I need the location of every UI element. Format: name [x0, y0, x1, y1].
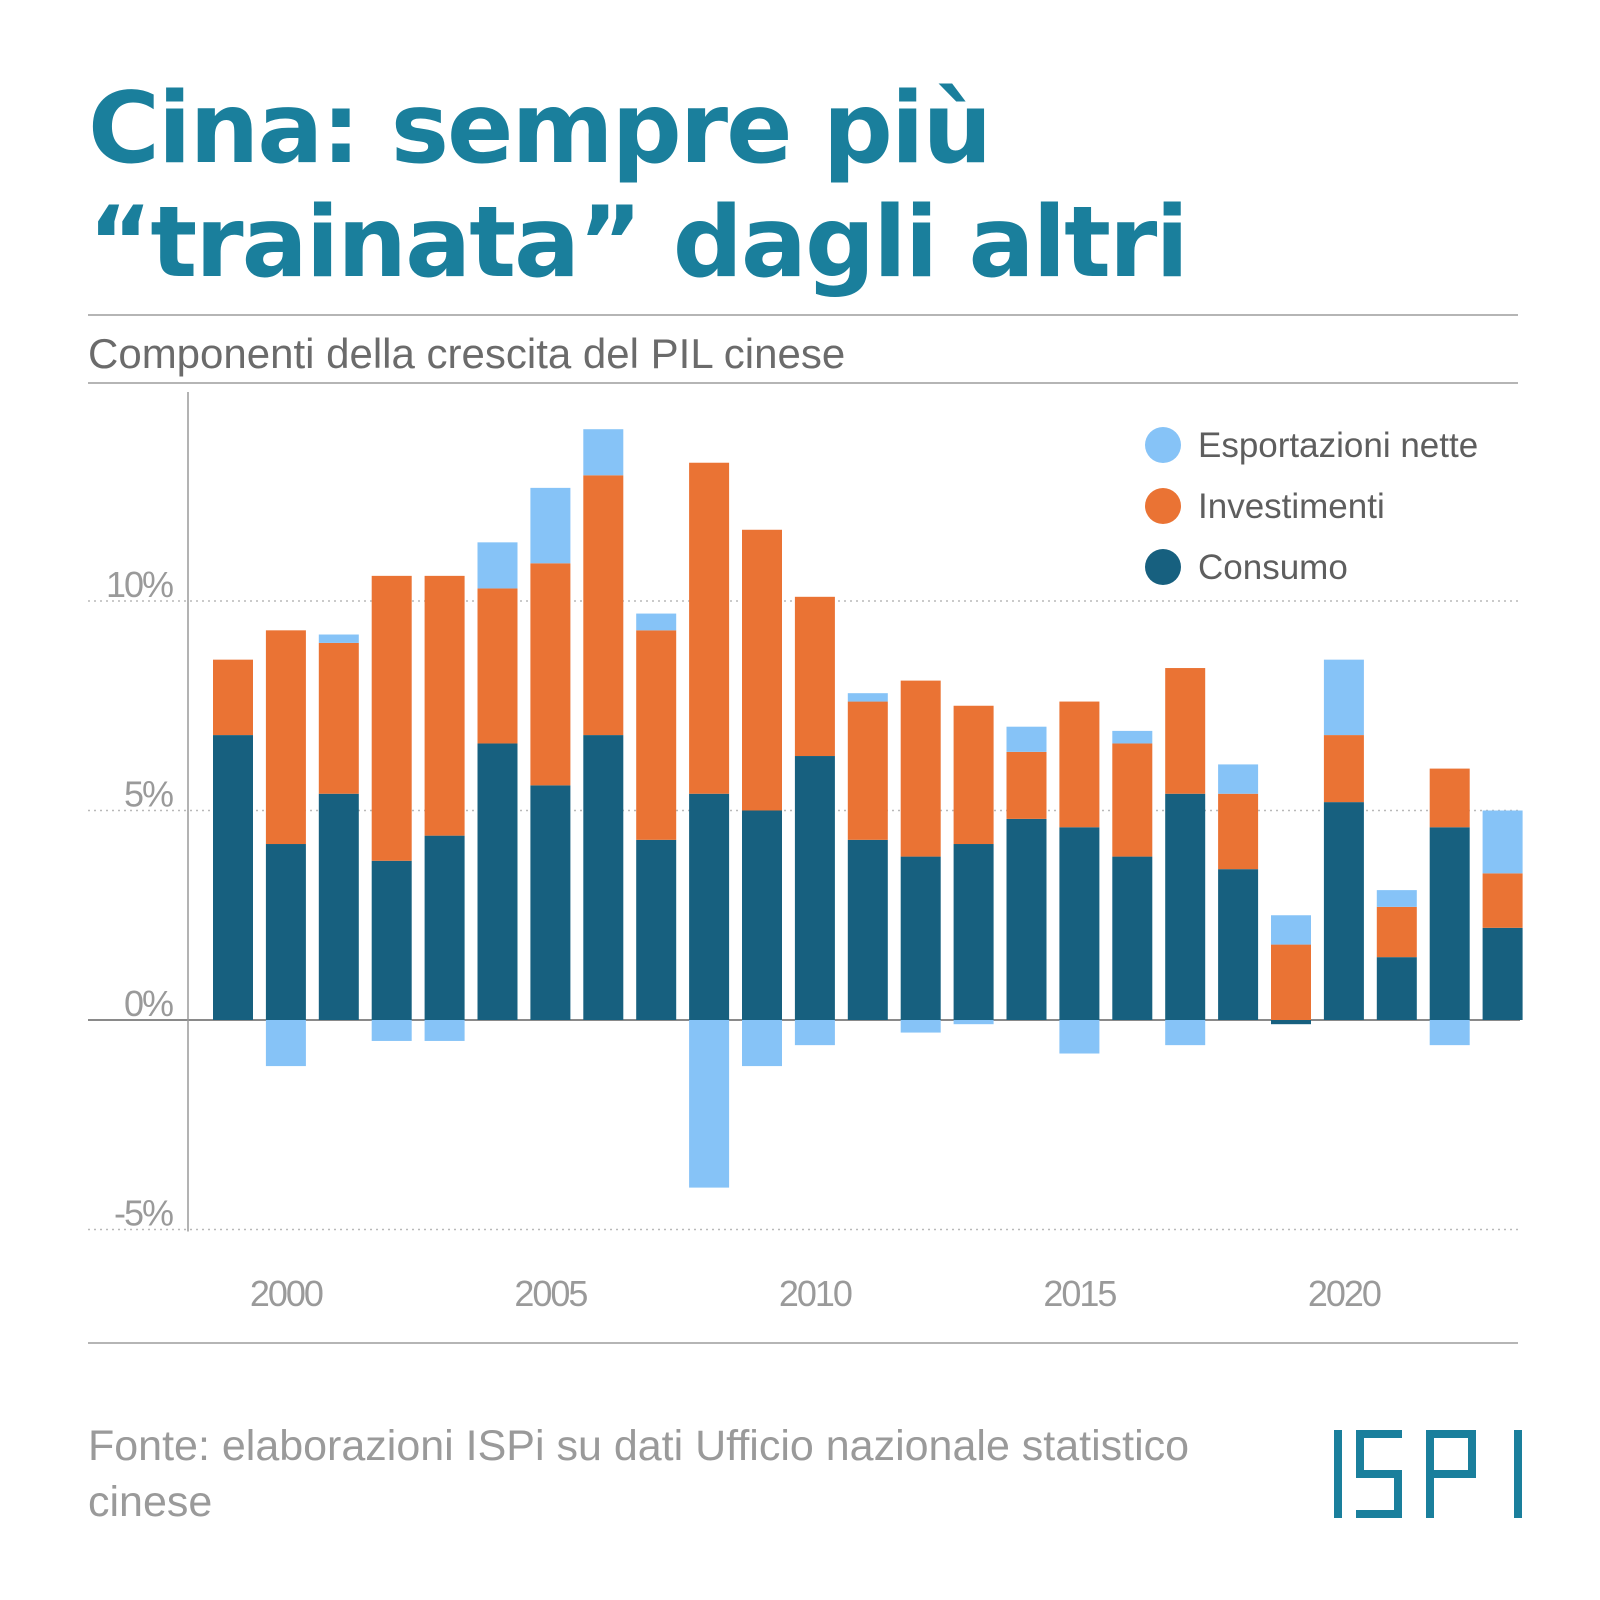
bar-esportazioni-nette: [689, 1020, 730, 1188]
bar-investimenti: [1482, 873, 1523, 928]
bar-consumo: [477, 743, 518, 1020]
stacked-bar-chart: 10% 5% 0% -5% 2000 2005 2010 2015 2020 Esportazio…: [88, 392, 1523, 1314]
bar-consumo: [847, 839, 888, 1020]
bar-investimenti: [265, 630, 306, 845]
bar-investimenti: [1376, 906, 1417, 958]
bar-esportazioni-nette: [900, 1020, 941, 1033]
bar-investimenti: [424, 575, 465, 836]
bar-investimenti: [530, 563, 571, 786]
legend-swatch: [1145, 488, 1181, 524]
bar-esportazioni-nette: [636, 613, 677, 631]
subtitle-divider: [88, 382, 1518, 384]
x-tick-label: 2005: [514, 1273, 587, 1314]
bar-investimenti: [1059, 701, 1100, 828]
chart-title: Cina: sempre più “trainata” dagli altri: [88, 72, 1189, 300]
bar-consumo: [213, 735, 253, 1020]
x-tick-label: 2010: [779, 1273, 852, 1314]
bar-investimenti: [583, 475, 624, 736]
bar-investimenti: [742, 529, 782, 811]
bar-investimenti: [477, 588, 518, 744]
bar-investimenti: [1218, 793, 1259, 870]
y-tick-label: 10%: [106, 564, 173, 605]
bar-esportazioni-nette: [1112, 730, 1153, 744]
legend-label: Investimenti: [1198, 487, 1385, 526]
legend-label: Consumo: [1198, 548, 1348, 587]
y-tick-label: -5%: [114, 1193, 173, 1234]
bar-esportazioni-nette: [1271, 915, 1311, 945]
bar-esportazioni-nette: [265, 1020, 306, 1067]
y-tick-label: 5%: [124, 774, 173, 815]
bar-investimenti: [1165, 668, 1206, 794]
bar-consumo: [1006, 818, 1047, 1020]
legend-swatch: [1145, 549, 1181, 585]
legend-label: Esportazioni nette: [1198, 426, 1478, 465]
bar-esportazioni-nette: [1165, 1020, 1206, 1046]
bar-investimenti: [900, 680, 941, 857]
bar-esportazioni-nette: [742, 1020, 782, 1067]
bar-esportazioni-nette: [1006, 726, 1047, 752]
bar-esportazioni-nette: [424, 1020, 465, 1041]
bar-esportazioni-nette: [847, 693, 888, 702]
bar-consumo: [371, 860, 412, 1020]
bar-consumo: [1059, 827, 1100, 1020]
bar-esportazioni-nette: [1482, 810, 1523, 874]
bar-investimenti: [953, 705, 994, 845]
bar-investimenti: [636, 630, 677, 840]
bar-consumo: [1429, 827, 1470, 1020]
bar-consumo: [742, 810, 782, 1020]
bar-consumo: [1165, 793, 1206, 1020]
bar-investimenti: [1323, 735, 1364, 803]
bar-consumo: [636, 839, 677, 1020]
bar-consumo: [1218, 869, 1259, 1020]
bar-investimenti: [794, 596, 835, 757]
source-note: Fonte: elaborazioni ISPi su dati Ufficio…: [88, 1422, 1190, 1526]
bar-consumo: [265, 844, 306, 1020]
bar-esportazioni-nette: [583, 429, 624, 476]
bar-investimenti: [1006, 751, 1047, 819]
footer-divider: [88, 1342, 1518, 1344]
bar-consumo: [530, 785, 571, 1020]
bar-consumo: [953, 844, 994, 1020]
bar-investimenti: [1271, 944, 1311, 1020]
bar-consumo: [424, 835, 465, 1020]
bar-investimenti: [318, 642, 359, 794]
bar-investimenti: [213, 659, 253, 736]
bar-investimenti: [847, 701, 888, 840]
bar-esportazioni-nette: [1429, 1020, 1470, 1046]
chart-subtitle: Componenti della crescita del PIL cinese: [88, 330, 846, 377]
bar-consumo: [1482, 927, 1523, 1020]
legend-swatch: [1145, 427, 1181, 463]
bar-esportazioni-nette: [953, 1020, 994, 1025]
bar-esportazioni-nette: [371, 1020, 412, 1041]
bar-esportazioni-nette: [1059, 1020, 1100, 1054]
bar-consumo: [1271, 1020, 1311, 1025]
bar-consumo: [900, 856, 941, 1020]
bar-consumo: [794, 756, 835, 1020]
bar-investimenti: [1112, 743, 1153, 857]
x-tick-label: 2015: [1043, 1273, 1116, 1314]
bar-consumo: [1112, 856, 1153, 1020]
ispi-logo: [1334, 1430, 1522, 1518]
title-divider: [88, 314, 1518, 316]
x-tick-label: 2020: [1308, 1273, 1381, 1314]
bar-consumo: [1323, 802, 1364, 1020]
bar-esportazioni-nette: [477, 542, 518, 589]
bar-esportazioni-nette: [318, 634, 359, 643]
bar-esportazioni-nette: [1376, 890, 1417, 907]
bar-esportazioni-nette: [1218, 764, 1259, 794]
x-tick-label: 2000: [250, 1273, 323, 1314]
y-tick-label: 0%: [124, 983, 173, 1024]
bar-consumo: [583, 735, 624, 1020]
bar-esportazioni-nette: [530, 487, 571, 564]
bar-consumo: [1376, 957, 1417, 1020]
bar-esportazioni-nette: [1323, 659, 1364, 736]
bar-consumo: [689, 793, 730, 1020]
bar-esportazioni-nette: [794, 1020, 835, 1046]
bar-investimenti: [1429, 768, 1470, 828]
bar-consumo: [318, 793, 359, 1020]
bar-investimenti: [689, 462, 730, 794]
bar-investimenti: [371, 575, 412, 861]
